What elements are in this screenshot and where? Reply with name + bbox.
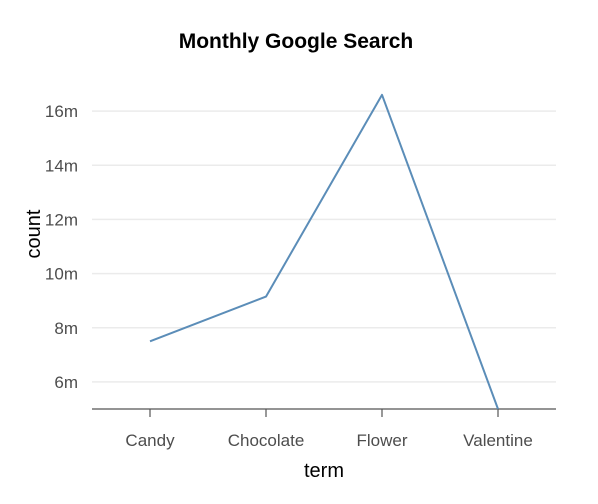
x-tick-label: Flower [356,431,407,450]
y-axis-label: count [23,209,45,258]
x-tick-label: Chocolate [228,431,305,450]
x-tick-label: Valentine [463,431,533,450]
chart-title: Monthly Google Search [179,30,414,53]
y-tick-label: 12m [45,210,78,229]
y-tick-label: 6m [54,373,78,392]
y-tick-label: 8m [54,319,78,338]
y-tick-label: 14m [45,156,78,175]
series-group [149,93,499,410]
x-axis-label: term [304,460,344,482]
grid-lines [92,110,556,383]
y-tick-label: 16m [45,102,78,121]
x-axis: Candy Chocolate Flower Valentine [125,409,533,450]
y-tick-label: 10m [45,265,78,284]
series-line [149,93,499,410]
y-axis: 6m 8m 10m 12m 14m 16m [45,102,78,392]
x-tick-label: Candy [125,431,175,450]
